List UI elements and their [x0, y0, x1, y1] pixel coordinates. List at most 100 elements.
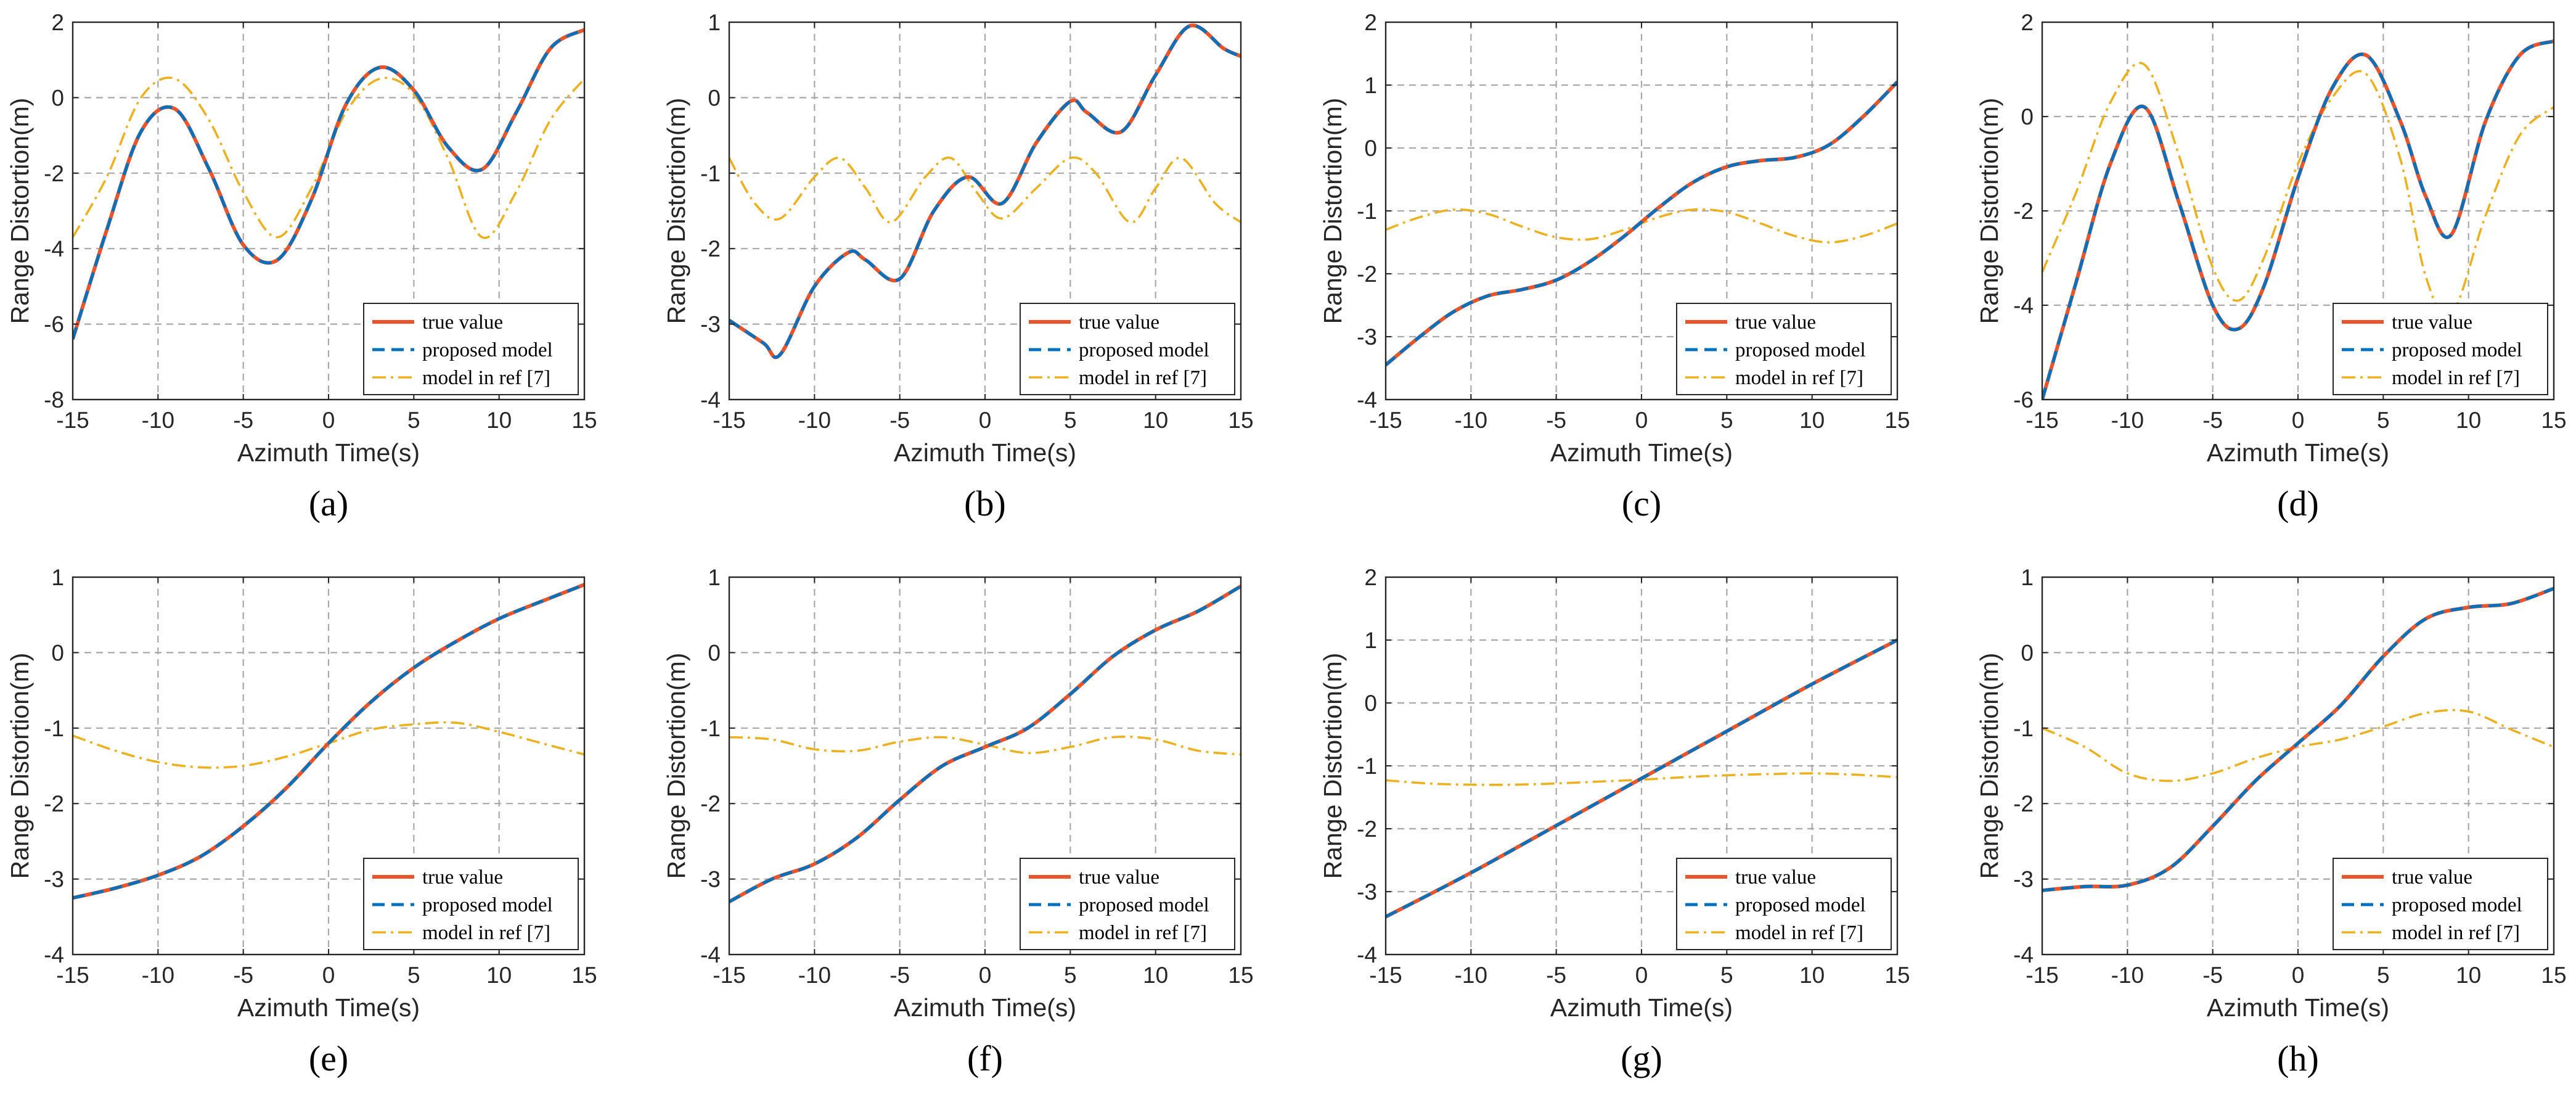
subfigure-label: (e) [309, 1038, 348, 1078]
x-tick-label: 10 [1799, 963, 1825, 988]
legend: true value proposed model model in ref [7] [1020, 303, 1235, 395]
x-tick-label: -10 [798, 408, 831, 433]
series-proposed-model [73, 583, 584, 900]
x-tick-label: 5 [2377, 408, 2390, 433]
y-tick-label: 1 [708, 10, 721, 35]
grid [73, 22, 584, 400]
y-axis-label: Range Distortion(m) [662, 98, 690, 324]
series-proposed-model [2042, 39, 2554, 400]
series-ref-model [729, 735, 1241, 756]
y-tick-label: -1 [700, 161, 721, 186]
subfigure-label: (f) [967, 1038, 1003, 1078]
series-group [729, 585, 1241, 903]
y-tick-label: 0 [2021, 640, 2034, 665]
y-tick-label: 2 [1364, 565, 1377, 590]
x-tick-label: -10 [142, 963, 174, 988]
x-tick-label: -5 [889, 408, 910, 433]
series-proposed-model [1386, 81, 1897, 366]
y-tick-label: 0 [51, 640, 64, 665]
series-group [73, 583, 584, 900]
x-tick-label: -5 [1546, 963, 1566, 988]
y-tick-label: -4 [700, 387, 721, 413]
x-tick-label: 10 [1143, 408, 1168, 433]
x-tick-label: 10 [486, 963, 512, 988]
legend: true value proposed model model in ref [7] [363, 858, 579, 950]
x-tick-label: 5 [407, 963, 420, 988]
legend-entry: true value [2392, 866, 2472, 889]
x-tick-label: 0 [1635, 963, 1648, 988]
y-tick-label: -4 [44, 942, 64, 967]
legend-entry: model in ref [7] [1079, 367, 1207, 389]
x-axis-label: Azimuth Time(s) [237, 438, 420, 467]
grid [729, 577, 1241, 955]
x-tick-label: 15 [2541, 408, 2566, 433]
subfigure-label: (g) [1621, 1038, 1662, 1078]
y-tick-label: -2 [44, 791, 64, 816]
y-tick-label: 2 [2021, 10, 2034, 35]
x-tick-label: -5 [2202, 963, 2223, 988]
y-tick-label: -1 [700, 716, 721, 741]
y-tick-label: 1 [51, 565, 64, 590]
x-tick-label: 10 [1799, 408, 1825, 433]
x-tick-label: -15 [56, 963, 89, 988]
x-tick-label: 15 [571, 963, 597, 988]
legend-entry: proposed model [1079, 339, 1209, 361]
y-tick-label: -6 [44, 312, 64, 337]
legend-entry: true value [2392, 311, 2472, 334]
legend-entry: proposed model [1735, 894, 1866, 916]
y-tick-label: -6 [2013, 387, 2034, 413]
y-tick-label: 0 [1364, 136, 1377, 161]
x-tick-label: 0 [1635, 408, 1648, 433]
x-tick-label: 0 [322, 963, 335, 988]
y-tick-label: -1 [1357, 754, 1377, 779]
x-axis-label: Azimuth Time(s) [894, 438, 1076, 467]
x-tick-label: -5 [233, 408, 253, 433]
y-tick-label: -3 [700, 867, 721, 892]
series-proposed-model [73, 28, 584, 340]
y-tick-label: -3 [2013, 867, 2034, 892]
legend-entry: model in ref [7] [2392, 922, 2520, 944]
y-tick-label: -4 [2013, 293, 2034, 318]
legend-entry: true value [1735, 311, 1816, 334]
y-axis-label: Range Distortion(m) [1975, 653, 2003, 879]
grid [73, 577, 584, 955]
legend-entry: true value [1079, 866, 1159, 889]
x-tick-label: -5 [889, 963, 910, 988]
y-tick-label: 1 [1364, 73, 1377, 98]
x-tick-label: 10 [1143, 963, 1168, 988]
x-tick-label: 5 [407, 408, 420, 433]
y-tick-label: 0 [2021, 104, 2034, 129]
y-tick-label: -4 [44, 236, 64, 261]
legend: true value proposed model model in ref [7] [1676, 303, 1892, 395]
subfigure-label: (c) [1622, 483, 1661, 524]
y-tick-label: -1 [44, 716, 64, 741]
chart-panel-a: -15 -10 -5 0 5 10 15 -8 -6 -4 -2 0 2 Azimuth Time(s) R… [6, 10, 597, 524]
y-tick-label: -4 [2013, 942, 2034, 967]
series-ref-model [2042, 708, 2554, 782]
x-tick-label: -10 [798, 963, 831, 988]
x-axis-label: Azimuth Time(s) [1550, 993, 1733, 1022]
y-tick-label: 1 [708, 565, 721, 590]
legend: true value proposed model model in ref [7] [1676, 858, 1892, 950]
legend-entry: model in ref [7] [2392, 367, 2520, 389]
x-tick-label: -10 [1455, 408, 1487, 433]
x-tick-label: 0 [979, 963, 992, 988]
series-ref-model [729, 156, 1241, 224]
legend-entry: proposed model [2392, 339, 2522, 361]
x-tick-label: -10 [142, 408, 174, 433]
y-axis-label: Range Distortion(m) [6, 653, 34, 879]
subfigure-label: (h) [2277, 1038, 2319, 1078]
x-tick-label: 0 [979, 408, 992, 433]
y-tick-label: 0 [708, 85, 721, 110]
legend-entry: true value [1735, 866, 1816, 889]
x-tick-label: -5 [233, 963, 253, 988]
legend-entry: proposed model [422, 339, 553, 361]
x-tick-label: 15 [1884, 408, 1910, 433]
x-tick-label: 15 [1228, 408, 1253, 433]
x-tick-label: 5 [1064, 408, 1077, 433]
x-tick-label: 10 [2456, 408, 2481, 433]
